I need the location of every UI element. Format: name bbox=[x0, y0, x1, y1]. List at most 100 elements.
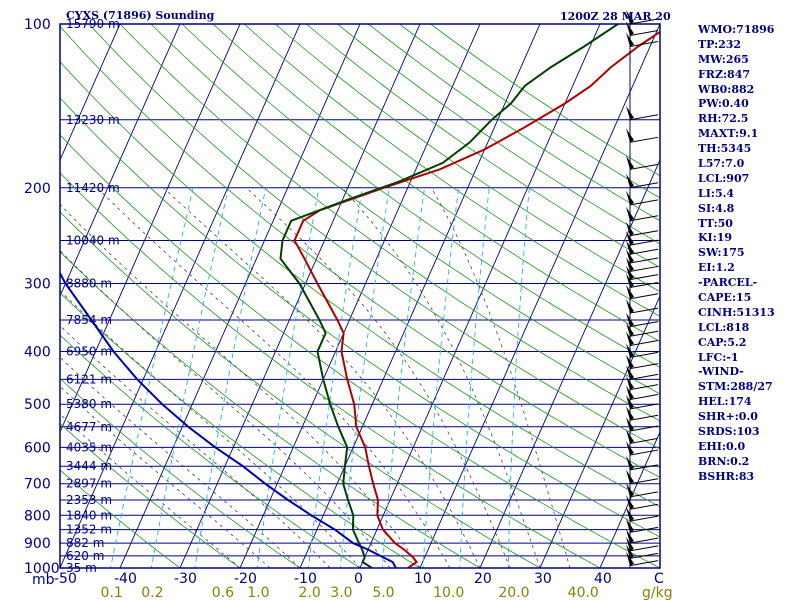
pressure-tick-label: 1000 bbox=[24, 561, 60, 577]
plot-frame bbox=[59, 23, 661, 569]
mixing-ratio-tick-label: 40.0 bbox=[568, 585, 599, 600]
index-item: MW:265 bbox=[698, 52, 749, 66]
temperature-tick-label: C bbox=[654, 571, 664, 587]
height-level-label: 7854 m bbox=[66, 313, 112, 327]
height-level-label: 2353 m bbox=[66, 493, 112, 507]
height-level-label: 15790 m bbox=[66, 17, 120, 31]
sounding-indices-panel: WMO:71896 TP:232 MW:265 FRZ:847 WB0:882 PW:0.… bbox=[698, 23, 775, 485]
moist-adiabat-line bbox=[341, 187, 541, 568]
wind-barb bbox=[626, 221, 659, 237]
wind-barb bbox=[626, 10, 659, 25]
wind-barb bbox=[626, 299, 659, 314]
wind-barb bbox=[626, 429, 659, 444]
dewpoint-profile-line bbox=[279, 24, 619, 568]
wind-barb bbox=[626, 105, 659, 121]
height-level-label: 13230 m bbox=[66, 113, 120, 127]
mixing-ratio-tick-label: 3.0 bbox=[330, 585, 352, 600]
wind-barb bbox=[626, 231, 659, 246]
index-item: -WIND- bbox=[698, 365, 744, 379]
pressure-tick-label: 700 bbox=[24, 477, 51, 493]
isotherm-line bbox=[359, 24, 601, 568]
index-item: CAP:5.2 bbox=[698, 335, 747, 349]
isotherm-line bbox=[60, 24, 301, 568]
pressure-tick-label: 500 bbox=[24, 397, 51, 413]
mixing-ratio-line bbox=[150, 187, 229, 568]
wind-barb bbox=[626, 406, 659, 421]
pressure-tick-label: 900 bbox=[24, 536, 51, 552]
wind-barb bbox=[626, 375, 659, 391]
index-item: PW:0.40 bbox=[698, 97, 749, 111]
height-level-label: 4677 m bbox=[66, 420, 112, 434]
moist-adiabat-line bbox=[60, 385, 271, 568]
wind-barb bbox=[626, 128, 659, 143]
wind-barb bbox=[626, 455, 659, 471]
height-level-label: 8880 m bbox=[66, 277, 112, 291]
wind-barb bbox=[626, 482, 659, 498]
wind-barb bbox=[626, 365, 659, 380]
height-level-label: 10040 m bbox=[66, 233, 120, 247]
wind-barb bbox=[626, 21, 659, 37]
wind-barbs bbox=[626, 10, 659, 568]
wind-barb bbox=[626, 529, 659, 544]
height-level-label: 11420 m bbox=[66, 181, 120, 195]
dry-adiabat-line bbox=[60, 377, 301, 568]
isotherm-line bbox=[239, 24, 481, 568]
wind-barb bbox=[626, 385, 659, 400]
temperature-tick-label: -50 bbox=[54, 571, 77, 587]
dry-adiabat-line bbox=[60, 211, 541, 568]
index-item: SRDS:103 bbox=[698, 425, 760, 439]
thermo-grid bbox=[60, 24, 660, 568]
wind-barb bbox=[626, 354, 659, 370]
pressure-tick-label: 400 bbox=[24, 345, 51, 361]
temperature-tick-label: -40 bbox=[114, 571, 137, 587]
dry-adiabat-line bbox=[119, 24, 660, 422]
index-item: LFC:-1 bbox=[698, 350, 739, 364]
wind-barb bbox=[626, 273, 659, 288]
index-item: MAXT:9.1 bbox=[698, 127, 759, 141]
dry-adiabat-line bbox=[60, 25, 660, 478]
height-level-label: 6121 m bbox=[66, 372, 112, 386]
index-item: EI:1.2 bbox=[698, 261, 735, 275]
mixing-ratio-tick-label: 0.2 bbox=[141, 585, 163, 600]
mixing-ratio-tick-label: 1.0 bbox=[247, 585, 269, 600]
index-item: EHI:0.0 bbox=[698, 439, 746, 453]
index-item: CAPE:15 bbox=[698, 291, 752, 305]
mixing-ratio-tick-label: 0.6 bbox=[212, 585, 234, 600]
isotherm-line bbox=[60, 24, 181, 298]
temperature-tick-label: 0 bbox=[354, 571, 363, 587]
index-item: KI:19 bbox=[698, 231, 733, 245]
wind-barb bbox=[626, 417, 659, 432]
index-item: LCL:818 bbox=[698, 320, 750, 334]
index-item: SHR+:0.0 bbox=[698, 410, 758, 424]
moist-adiabat-line bbox=[60, 356, 301, 568]
index-item: WB0:882 bbox=[698, 82, 755, 96]
index-item: TH:5345 bbox=[698, 142, 752, 156]
isotherm-line bbox=[299, 24, 541, 568]
wind-barb bbox=[626, 155, 659, 170]
pressure-tick-label: 600 bbox=[24, 440, 51, 456]
index-item: LCL:907 bbox=[698, 171, 750, 185]
isotherm-line bbox=[539, 294, 660, 568]
index-item: RH:72.5 bbox=[698, 112, 749, 126]
parcel-profile-line bbox=[60, 271, 397, 568]
wind-barb bbox=[626, 394, 659, 410]
dry-adiabat-line bbox=[243, 24, 660, 317]
index-item: BSHR:83 bbox=[698, 469, 755, 483]
moist-adiabat-line bbox=[163, 187, 481, 568]
isotherm-line bbox=[60, 24, 241, 434]
wind-barb bbox=[626, 265, 659, 281]
dry-adiabat-line bbox=[60, 97, 660, 538]
wind-barb bbox=[626, 190, 659, 206]
mixing-ratio-line bbox=[459, 187, 490, 568]
dry-adiabat-line bbox=[60, 61, 660, 508]
index-item: STM:288/27 bbox=[698, 380, 773, 394]
mixing-ratio-unit-label: g/kg bbox=[642, 585, 673, 600]
index-item: TT:50 bbox=[698, 216, 733, 230]
dry-adiabat-line bbox=[60, 251, 481, 568]
wind-barb bbox=[626, 173, 659, 189]
wind-barb bbox=[626, 518, 659, 533]
wind-barb bbox=[626, 257, 659, 272]
height-level-label: 6950 m bbox=[66, 345, 112, 359]
wind-barb bbox=[626, 284, 659, 300]
